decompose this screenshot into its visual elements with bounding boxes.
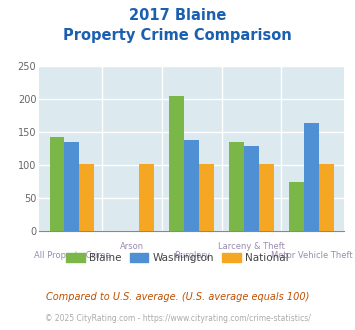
Legend: Blaine, Washington, National: Blaine, Washington, National	[62, 248, 293, 267]
Bar	[50, 137, 65, 231]
Bar	[304, 123, 319, 231]
Bar	[289, 182, 304, 231]
Bar	[244, 146, 259, 231]
Bar	[184, 140, 199, 231]
Bar	[65, 142, 80, 231]
Bar	[229, 142, 244, 231]
Bar	[199, 164, 214, 231]
Text: All Property Crime: All Property Crime	[34, 251, 110, 260]
Text: Larceny & Theft: Larceny & Theft	[218, 242, 285, 251]
Bar	[319, 164, 334, 231]
Text: Arson: Arson	[120, 242, 144, 251]
Text: © 2025 CityRating.com - https://www.cityrating.com/crime-statistics/: © 2025 CityRating.com - https://www.city…	[45, 314, 310, 323]
Text: Motor Vehicle Theft: Motor Vehicle Theft	[271, 251, 352, 260]
Text: Compared to U.S. average. (U.S. average equals 100): Compared to U.S. average. (U.S. average …	[46, 292, 309, 302]
Text: Burglary: Burglary	[174, 251, 210, 260]
Bar	[139, 164, 154, 231]
Bar	[259, 164, 274, 231]
Bar	[80, 164, 94, 231]
Text: 2017 Blaine: 2017 Blaine	[129, 8, 226, 23]
Text: Property Crime Comparison: Property Crime Comparison	[63, 28, 292, 43]
Bar	[169, 96, 184, 231]
